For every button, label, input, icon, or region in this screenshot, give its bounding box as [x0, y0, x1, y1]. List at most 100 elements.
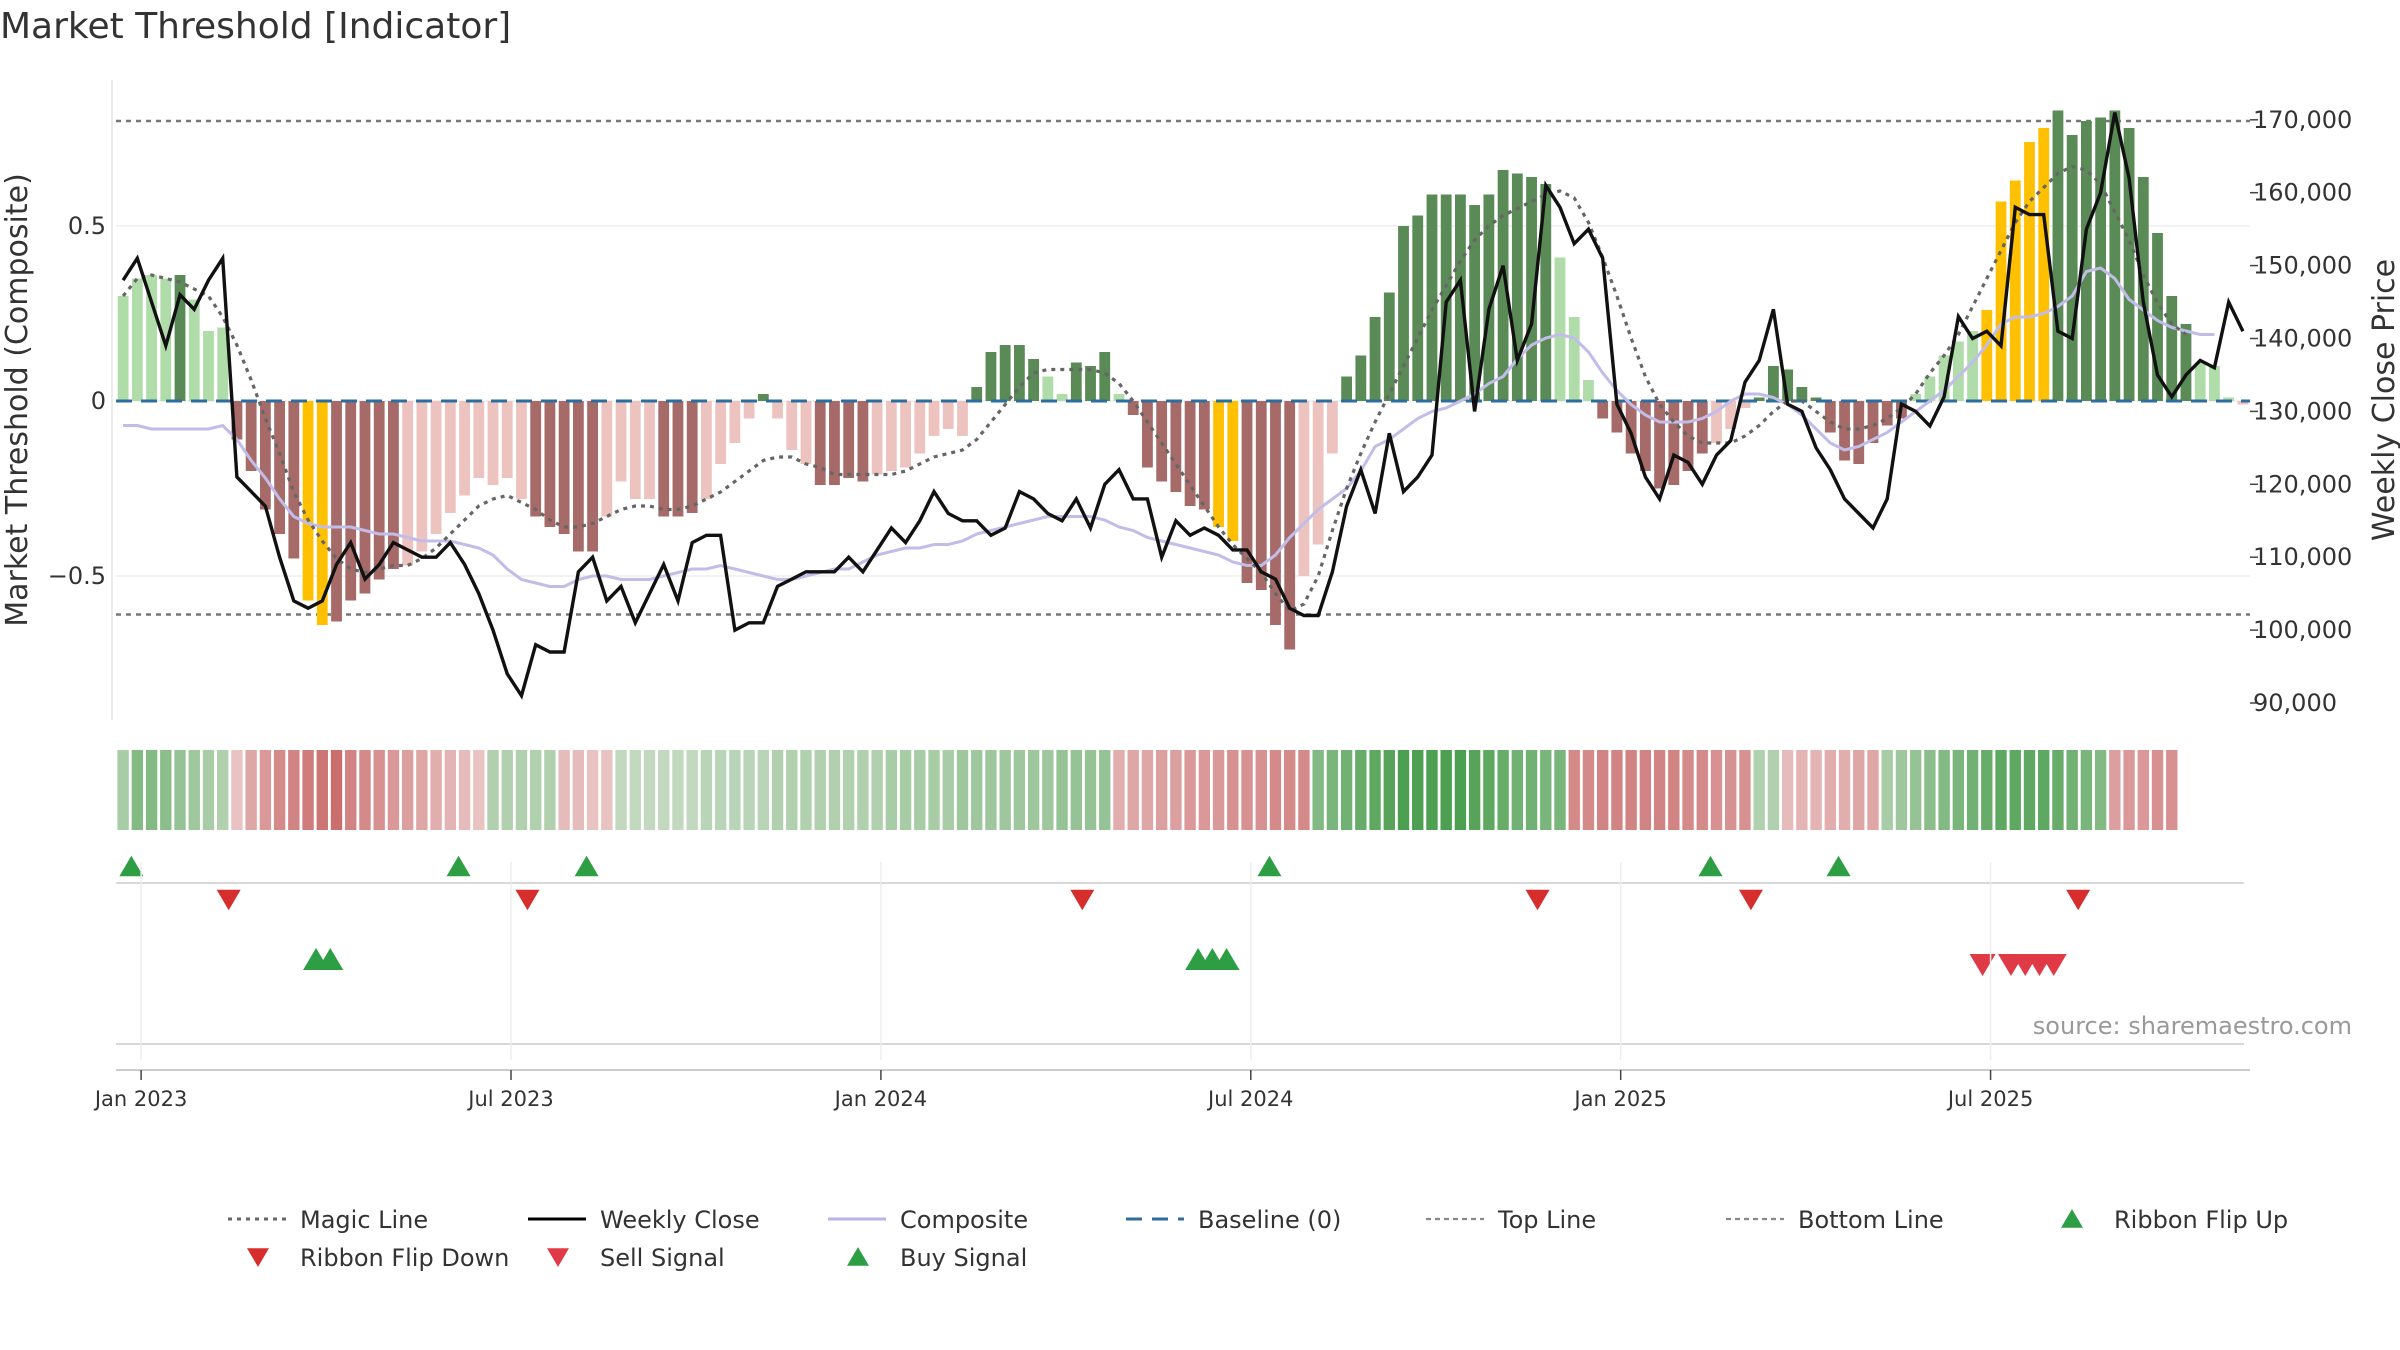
ribbon-flip-up-marker	[1257, 855, 1282, 877]
composite-bar	[1284, 401, 1296, 650]
ribbon-cell	[1639, 750, 1652, 830]
composite-bar	[871, 401, 883, 475]
ribbon-flip-up-marker	[1826, 855, 1851, 877]
chart-title: Market Threshold [Indicator]	[0, 6, 511, 47]
legend-label: Bottom Line	[1798, 1206, 1944, 1234]
ribbon-cell	[558, 750, 570, 830]
composite-bar	[1198, 401, 1210, 510]
sell-signal-marker	[1969, 953, 1996, 977]
composite-bar	[544, 401, 556, 527]
ribbon-cell	[1141, 750, 1154, 830]
ribbon-cell	[1412, 750, 1424, 830]
y-right-tick-label: 90,000	[2253, 689, 2337, 717]
ribbon-cell	[601, 750, 613, 830]
ribbon-cell	[871, 750, 883, 830]
ribbon-cell	[345, 750, 357, 830]
composite-bar	[1085, 366, 1096, 401]
composite-bar	[615, 401, 627, 482]
composite-bar	[2194, 362, 2206, 401]
ribbon-cell	[1753, 750, 1765, 830]
legend-label: Composite	[900, 1206, 1028, 1234]
ribbon-cell	[2151, 750, 2164, 830]
composite-bar	[1156, 401, 1168, 482]
ribbon-cell	[515, 750, 528, 830]
ribbon-cell	[401, 750, 414, 830]
ribbon-cell	[1070, 750, 1082, 830]
ribbon-cell	[1824, 750, 1837, 830]
composite-bar	[885, 401, 897, 471]
y-right-tick-label: 120,000	[2253, 470, 2352, 498]
composite-bar	[1113, 394, 1125, 401]
ribbon-cell	[2009, 750, 2021, 830]
ribbon-cell	[1483, 750, 1495, 830]
composite-bar	[1070, 362, 1082, 401]
ribbon-cell	[529, 750, 542, 830]
composite-bar	[1369, 317, 1381, 401]
composite-bar	[2066, 135, 2078, 401]
source-note: source: sharemaestro.com	[2033, 1012, 2352, 1040]
signal-markers	[116, 855, 2250, 1071]
legend-label: Buy Signal	[900, 1244, 1027, 1272]
ribbon-cell	[658, 750, 670, 830]
composite-bar	[1682, 401, 1694, 471]
composite-bar	[914, 401, 926, 454]
ribbon-cell	[1611, 750, 1623, 830]
ribbon-cell	[131, 750, 144, 830]
composite-bar	[814, 401, 826, 485]
composite-bar	[2237, 401, 2249, 405]
ribbon-cell	[1369, 750, 1381, 830]
composite-bar	[629, 401, 641, 499]
composite-bar	[857, 401, 869, 482]
ribbon-cell	[1938, 750, 1950, 830]
ribbon-cell	[1298, 750, 1310, 830]
ribbon-cell	[2066, 750, 2078, 830]
ribbon-cell	[387, 750, 400, 830]
axes: 0.5 0 −0.5 170,000 160,000 150,000 140,000 130,…	[48, 106, 2353, 717]
composite-bar	[1255, 401, 1267, 590]
composite-bar	[1796, 387, 1808, 401]
ribbon-cell	[444, 750, 457, 830]
ribbon-cell	[800, 750, 812, 830]
composite-bar	[2123, 128, 2135, 401]
ribbon-cell	[1084, 750, 1097, 830]
y-axis-right-label: Weekly Close Price	[2367, 259, 2400, 541]
composite-bar	[1312, 401, 1324, 545]
composite-bar	[715, 401, 727, 464]
composite-bar	[388, 401, 399, 569]
composite-bar	[1654, 401, 1665, 489]
composite-bar	[772, 401, 783, 419]
ribbon-cell	[956, 750, 969, 830]
ribbon-cell	[1127, 750, 1139, 830]
composite-bar	[1867, 401, 1879, 443]
ribbon-cell	[1596, 750, 1609, 830]
ribbon-flip-down-marker	[1070, 889, 1095, 911]
composite-bar	[1711, 401, 1722, 443]
composite-bar	[345, 401, 357, 601]
ribbon-cell	[1696, 750, 1708, 830]
ribbon-cell	[885, 750, 898, 830]
composite-bar	[459, 401, 470, 496]
ribbon-cell	[842, 750, 855, 830]
composite-bar	[587, 401, 598, 552]
ribbon-cell	[487, 750, 499, 830]
ribbon-flip-down-marker	[1738, 889, 1763, 911]
ribbon-cell	[1895, 750, 1908, 830]
ribbon-cell	[1838, 750, 1851, 830]
composite-bar	[957, 401, 968, 436]
ribbon-cell	[786, 750, 798, 830]
composite-bar	[1568, 317, 1580, 401]
composite-bar	[203, 331, 214, 401]
ribbon-cell	[686, 750, 698, 830]
composite-bar	[928, 401, 940, 436]
composite-bar	[1967, 331, 1978, 401]
y-axis-left-label: Market Threshold (Composite)	[0, 173, 35, 627]
ribbon-cell	[1056, 750, 1068, 830]
y-right-tick-label: 110,000	[2253, 543, 2352, 571]
ribbon-cell	[2052, 750, 2064, 830]
composite-bar	[188, 299, 200, 401]
composite-bar	[1184, 401, 1196, 506]
composite-bar	[501, 401, 513, 478]
composite-bar	[558, 401, 570, 534]
y-left-tick-label: −0.5	[48, 562, 106, 590]
ribbon-cell	[615, 750, 627, 830]
